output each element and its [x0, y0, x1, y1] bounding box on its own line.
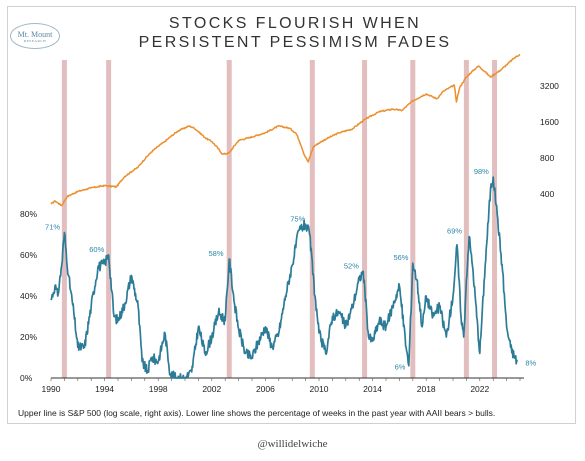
y-right-tick-3200: 3200: [540, 81, 559, 91]
y-right-tick-400: 400: [540, 189, 554, 199]
peak-label-4: 52%: [344, 261, 359, 270]
x-tick-label-2018: 2018: [417, 384, 436, 394]
x-tick-label-1990: 1990: [42, 384, 61, 394]
peak-label-6: 6%: [395, 363, 406, 372]
y-right-tick-800: 800: [540, 153, 554, 163]
highlight-band-6: [463, 60, 469, 378]
y-left-tick-20: 20%: [20, 332, 37, 342]
peak-label-1: 60%: [89, 245, 104, 254]
title-line-2: PERSISTENT PESSIMISM FADES: [138, 34, 452, 51]
author-credit: @willidelwiche: [257, 438, 328, 450]
peak-label-7: 69%: [447, 227, 462, 236]
y-left-tick-40: 40%: [20, 291, 37, 301]
chart-caption: Upper line is S&P 500 (log scale, right …: [18, 408, 496, 418]
bears-line: [50, 176, 519, 379]
x-tick-label-2022: 2022: [470, 384, 489, 394]
logo-wordmark: Mt. Mount: [17, 29, 53, 39]
highlight-band-4: [362, 60, 368, 378]
chart-frame: [7, 6, 576, 424]
x-tick-label-2010: 2010: [310, 384, 329, 394]
x-tick-label-1998: 1998: [149, 384, 168, 394]
y-left-tick-80: 80%: [20, 209, 37, 219]
x-tick-label-2006: 2006: [256, 384, 275, 394]
highlight-band-1: [106, 60, 112, 378]
peak-label-5: 56%: [393, 253, 408, 262]
peak-label-3: 75%: [290, 214, 305, 223]
x-tick-label-2014: 2014: [363, 384, 382, 394]
peak-label-9: 8%: [525, 359, 536, 368]
x-tick-label-1994: 1994: [95, 384, 114, 394]
y-right-tick-1600: 1600: [540, 117, 559, 127]
highlight-band-7: [492, 60, 498, 378]
highlight-band-3: [309, 60, 315, 378]
peak-label-2: 58%: [209, 249, 224, 258]
highlight-band-2: [226, 60, 232, 378]
y-left-tick-60: 60%: [20, 250, 37, 260]
y-left-tick-0: 0%: [20, 373, 33, 383]
peak-label-0: 71%: [45, 222, 60, 231]
title-line-1: STOCKS FLOURISH WHEN: [168, 15, 422, 32]
highlight-band-0: [61, 60, 67, 378]
highlight-band-5: [410, 60, 416, 378]
x-tick-label-2002: 2002: [202, 384, 221, 394]
peak-label-8: 98%: [474, 167, 489, 176]
sp500-line: [50, 53, 521, 207]
logo-subline: RESEARCH: [23, 38, 47, 43]
chart-title: STOCKS FLOURISH WHEN PERSISTENT PESSIMIS…: [130, 14, 460, 52]
logo: Mt. Mount RESEARCH: [10, 23, 60, 49]
